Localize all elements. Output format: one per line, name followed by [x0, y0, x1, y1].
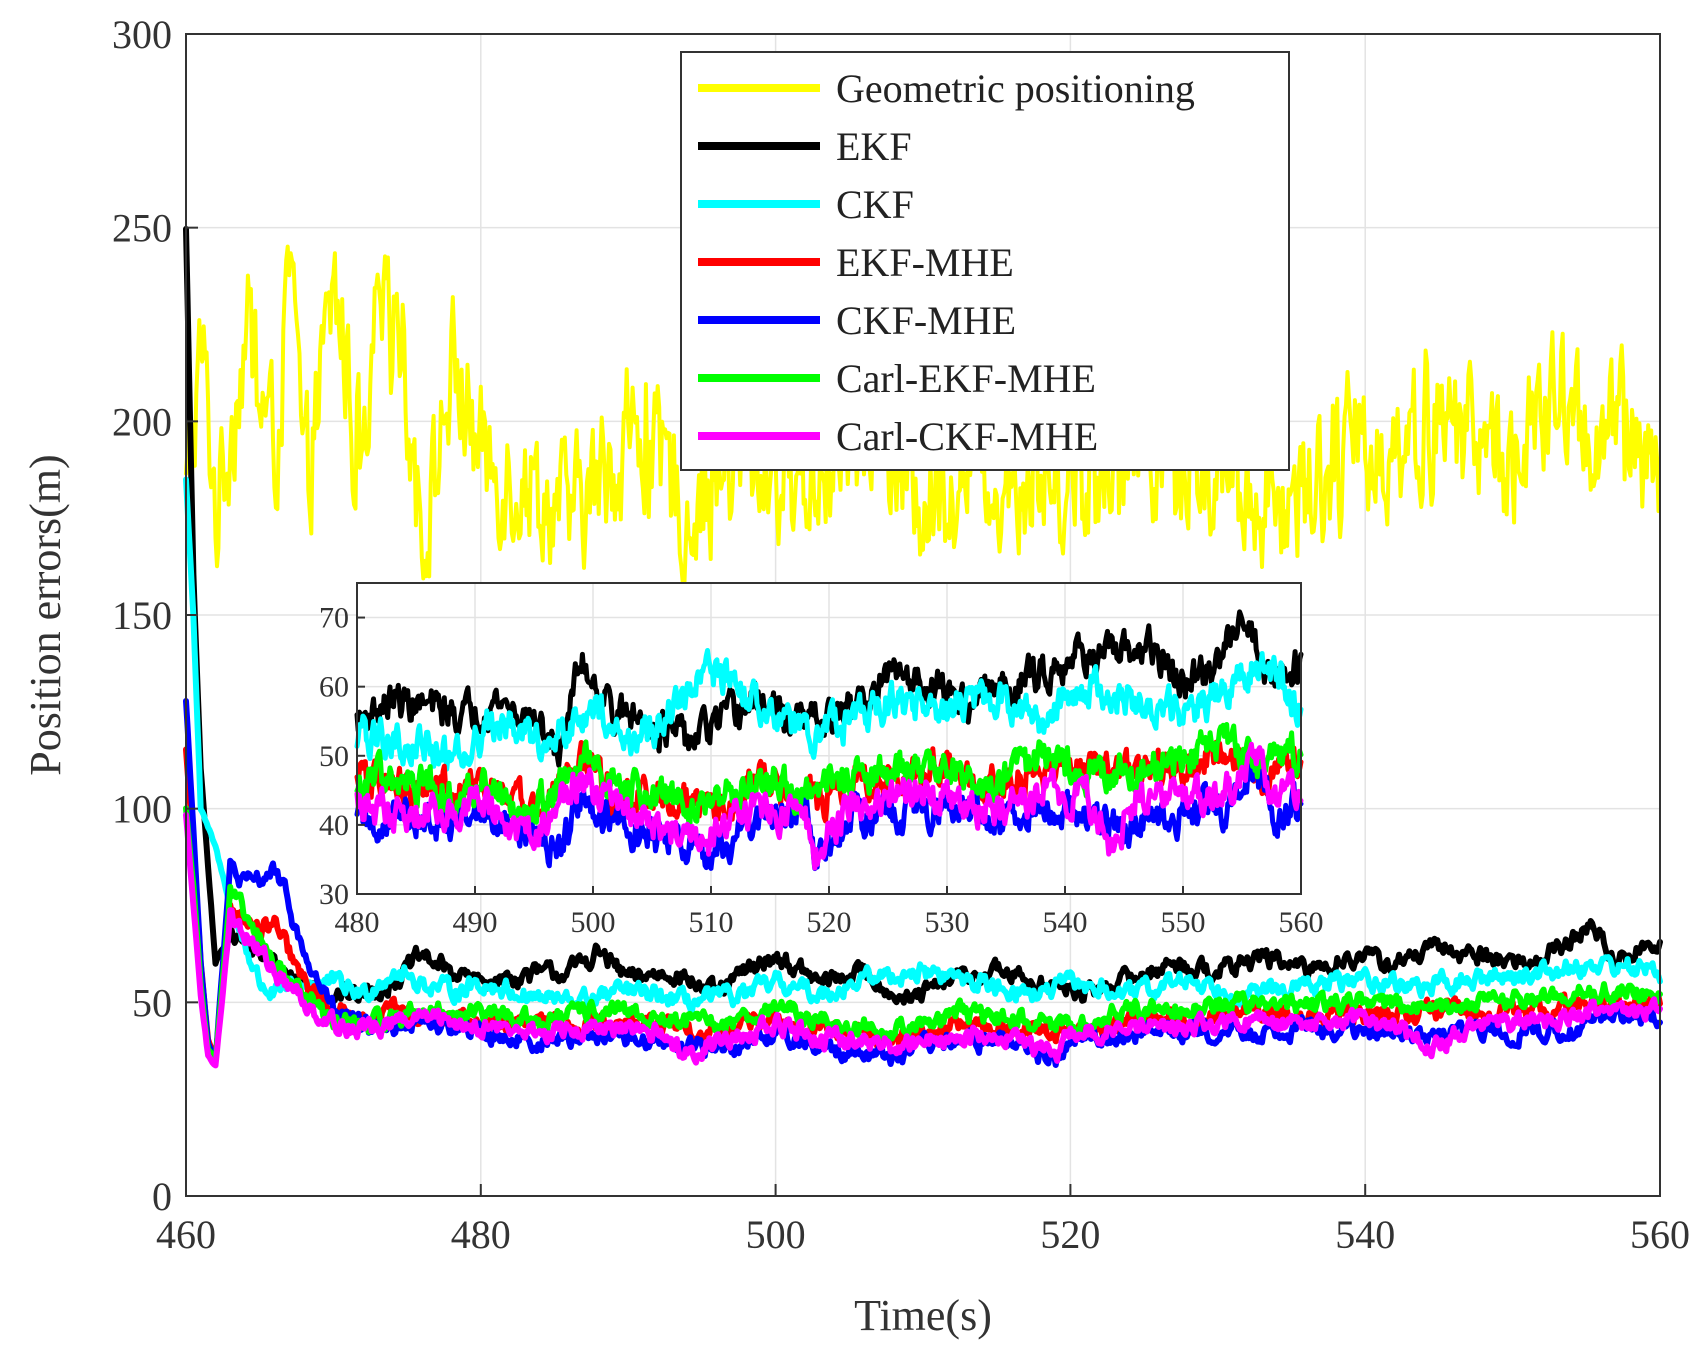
- inset-series-ckf: [354, 648, 1304, 772]
- main-x-tick-label: 500: [746, 1212, 806, 1257]
- main-x-tick-label: 520: [1040, 1212, 1100, 1257]
- legend-items: Geometric positioning EKF CKF EKF-MHE CKF-MH…: [698, 66, 1195, 459]
- main-y-tick-label: 200: [112, 399, 172, 444]
- inset-series-carl-ckf-mhe: [354, 741, 1304, 871]
- inset-x-tick-label: 480: [335, 906, 380, 939]
- legend-label-geometric-positioning: Geometric positioning: [836, 66, 1195, 111]
- legend-label-ckf-mhe: CKF-MHE: [836, 298, 1016, 343]
- main-y-tick-label: 0: [152, 1174, 172, 1219]
- inset-tick-group: 480 490 500 510 520 530 540 550 560 30 40 50 60 70: [319, 602, 1324, 939]
- inset-x-tick-label: 510: [689, 906, 734, 939]
- legend-label-ekf-mhe: EKF-MHE: [836, 240, 1014, 285]
- main-y-tick-label: 300: [112, 12, 172, 57]
- main-series-carl-ckf-mhe: [183, 811, 1663, 1069]
- inset-x-tick-label: 520: [807, 906, 852, 939]
- main-y-tick-label: 250: [112, 206, 172, 251]
- y-axis-title: Position errors(m): [21, 454, 70, 775]
- inset-x-tick-label: 550: [1161, 906, 1206, 939]
- main-x-tick-label: 560: [1630, 1212, 1690, 1257]
- inset-y-tick-label: 30: [319, 878, 349, 911]
- inset-y-tick-label: 70: [319, 602, 349, 635]
- main-y-tick-label: 50: [132, 980, 172, 1025]
- legend-label-carl-ekf-mhe: Carl-EKF-MHE: [836, 356, 1096, 401]
- inset-x-tick-label: 530: [925, 906, 970, 939]
- main-series-ckf: [183, 476, 1663, 1016]
- inset-x-tick-label: 540: [1043, 906, 1088, 939]
- inset-series-group: [354, 609, 1304, 872]
- legend: Geometric positioning EKF CKF EKF-MHE CKF-MH…: [680, 51, 1290, 471]
- main-series-group: [183, 225, 1663, 1069]
- legend-label-ckf: CKF: [836, 182, 914, 227]
- main-x-tick-label: 540: [1335, 1212, 1395, 1257]
- inset-x-tick-label: 490: [453, 906, 498, 939]
- inset-x-tick-label: 560: [1279, 906, 1324, 939]
- main-series-geometric-positioning: [184, 244, 1661, 592]
- legend-label-carl-ckf-mhe: Carl-CKF-MHE: [836, 414, 1098, 459]
- inset-chart: 480 490 500 510 520 530 540 550 560 30 40 50 60 70: [319, 582, 1324, 939]
- main-x-tick-label: 480: [451, 1212, 511, 1257]
- main-y-tick-label: 150: [112, 593, 172, 638]
- inset-x-tick-label: 500: [571, 906, 616, 939]
- inset-y-tick-label: 40: [319, 809, 349, 842]
- x-axis-title: Time(s): [854, 1291, 992, 1340]
- inset-series-ekf: [354, 609, 1304, 768]
- main-x-tick-label: 460: [156, 1212, 216, 1257]
- inset-y-tick-label: 50: [319, 740, 349, 773]
- inset-y-tick-label: 60: [319, 671, 349, 704]
- legend-label-ekf: EKF: [836, 124, 912, 169]
- main-y-tick-label: 100: [112, 787, 172, 832]
- main-tick-group: 460 480 500 520 540 560 0 50 100 150 200 250 300: [112, 12, 1690, 1257]
- main-series-ekf: [183, 225, 1663, 1006]
